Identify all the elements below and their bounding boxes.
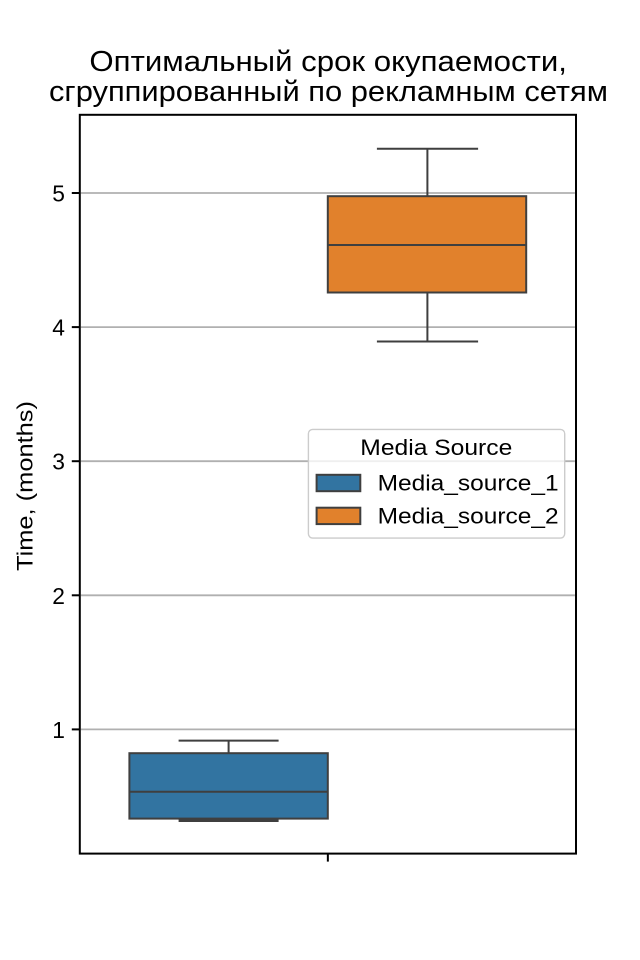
svg-text:1: 1 [52, 717, 65, 743]
svg-text:Media Source: Media Source [360, 435, 512, 460]
svg-text:Media_source_1: Media_source_1 [378, 470, 559, 495]
svg-text:5: 5 [52, 181, 65, 207]
svg-text:3: 3 [52, 449, 65, 475]
svg-text:Media_source_2: Media_source_2 [378, 503, 559, 528]
svg-text:сгруппированный по рекламным с: сгруппированный по рекламным сетям [49, 76, 608, 108]
svg-text:4: 4 [52, 315, 65, 341]
svg-text:2: 2 [52, 583, 65, 609]
svg-text:Оптимальный срок окупаемости,: Оптимальный срок окупаемости, [89, 46, 567, 78]
svg-text:Time, (months): Time, (months) [13, 401, 38, 571]
